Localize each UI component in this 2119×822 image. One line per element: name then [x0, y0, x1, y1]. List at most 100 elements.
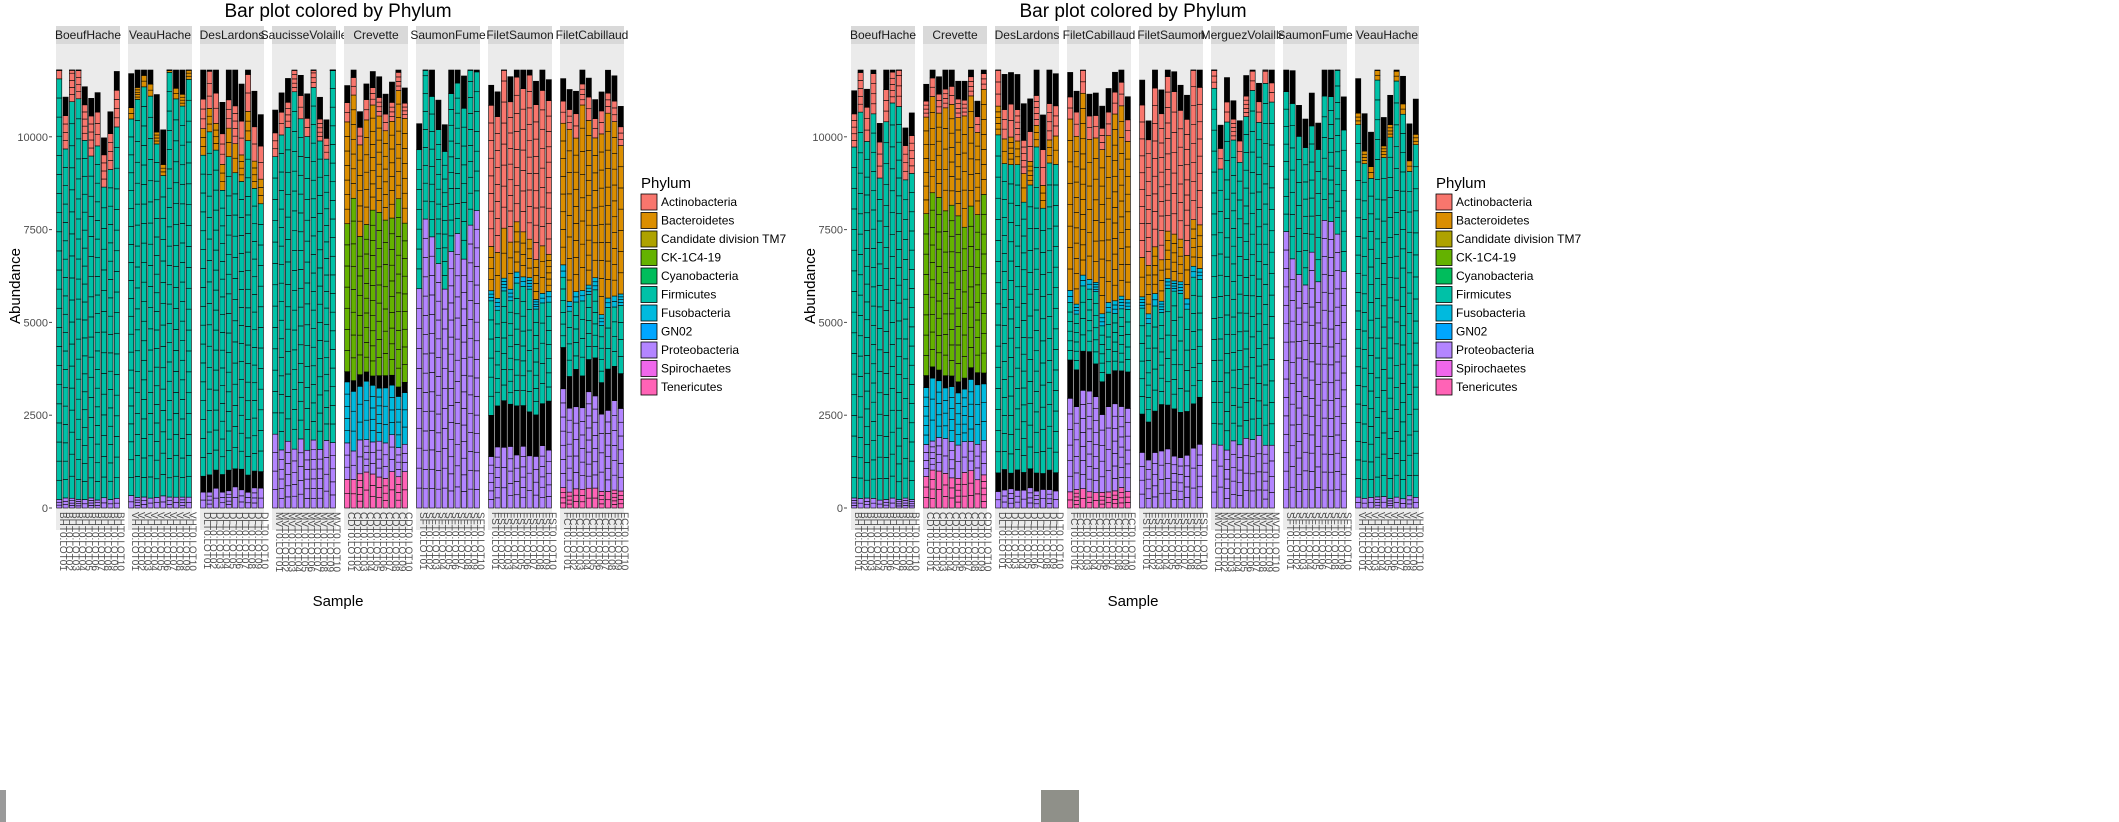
bar-segment	[1243, 103, 1250, 109]
bar-segment	[851, 187, 858, 210]
bar-segment	[942, 473, 949, 486]
bar-segment	[1086, 478, 1093, 493]
bar-segment	[1099, 325, 1106, 336]
bar-segment	[1230, 135, 1237, 141]
bar-segment	[1014, 205, 1021, 226]
bar-segment	[185, 79, 192, 101]
bar-segment	[539, 403, 546, 446]
bar-segment	[310, 254, 317, 274]
bar-segment	[539, 383, 546, 404]
bar-segment	[1230, 210, 1237, 229]
bar-segment	[1406, 252, 1413, 274]
bar-segment	[948, 251, 955, 268]
bar-segment	[1080, 81, 1086, 94]
bar-segment	[1289, 424, 1296, 447]
bar-segment	[1112, 300, 1118, 306]
bar-segment	[344, 405, 351, 419]
facet-strip-label: FiletSaumon	[486, 28, 553, 42]
bar-segment	[883, 89, 890, 101]
bar-segment	[1249, 213, 1256, 235]
bar-segment	[134, 499, 141, 503]
bar-segment	[1014, 115, 1021, 123]
bar-segment	[617, 421, 624, 437]
bar-segment	[467, 451, 474, 471]
bar-segment	[1236, 406, 1243, 427]
bar-segment	[545, 291, 552, 298]
bar-segment	[864, 319, 870, 338]
x-tick-label: VHT0.LOT10	[1413, 512, 1424, 571]
bar-segment	[179, 69, 186, 95]
bar-segment	[579, 127, 586, 152]
bar-segment	[942, 69, 949, 90]
bar-segment	[107, 151, 114, 161]
bar-segment	[1308, 233, 1315, 253]
bar-segment	[948, 450, 955, 461]
bar-segment	[304, 198, 311, 221]
bar-segment	[513, 359, 520, 376]
bar-segment	[173, 69, 179, 89]
facet-strip-label: DesLardons	[995, 28, 1060, 42]
bar-segment	[1033, 268, 1040, 290]
bar-segment	[376, 449, 383, 460]
bar-segment	[896, 141, 902, 161]
bar-segment	[968, 460, 974, 472]
bar-segment	[1374, 79, 1381, 101]
bar-segment	[507, 296, 514, 302]
bar-segment	[429, 488, 435, 509]
bar-segment	[1171, 213, 1178, 235]
bar-segment	[520, 108, 527, 130]
bar-segment	[1236, 425, 1243, 446]
bar-segment	[225, 254, 232, 275]
bar-segment	[461, 424, 467, 442]
bar-segment	[454, 173, 461, 189]
bar-segment	[974, 266, 981, 286]
bar-segment	[238, 307, 245, 326]
bar-segment	[974, 116, 981, 125]
bar-segment	[1302, 250, 1309, 269]
x-tick-label: MVT0.LOT10	[1269, 512, 1280, 572]
bar-segment	[1340, 355, 1347, 374]
bar-segment	[896, 159, 902, 179]
bar-segment	[310, 217, 317, 237]
bar-segment	[1236, 140, 1243, 152]
bar-segment	[579, 243, 586, 268]
bar-segment	[1289, 466, 1296, 488]
bar-segment	[566, 301, 573, 307]
bar-segment	[329, 468, 336, 483]
bar-segment	[1400, 75, 1406, 105]
bar-segment	[1145, 209, 1152, 224]
bar-segment	[883, 415, 890, 437]
bar-segment	[1118, 216, 1125, 234]
bar-segment	[113, 108, 120, 119]
bar-segment	[1073, 422, 1080, 441]
bar-segment	[225, 156, 232, 177]
bar-segment	[200, 381, 207, 401]
bar-segment	[1262, 444, 1269, 455]
bar-segment	[1412, 232, 1419, 256]
bar-segment	[401, 426, 408, 445]
bar-segment	[1033, 113, 1040, 120]
bar-segment	[1086, 288, 1093, 300]
bar-segment	[1139, 206, 1146, 224]
bar-segment	[134, 89, 141, 93]
bar-segment	[448, 219, 455, 237]
bar-segment	[62, 313, 69, 333]
bar-segment	[1027, 293, 1034, 317]
bar-segment	[1256, 296, 1262, 315]
bar-segment	[389, 489, 395, 509]
bar-segment	[1340, 170, 1347, 192]
bar-segment	[585, 427, 592, 441]
bar-segment	[1073, 472, 1080, 490]
bar-segment	[870, 103, 877, 115]
bar-segment	[467, 81, 474, 98]
bar-segment	[1230, 440, 1237, 455]
facet-strip-label: FiletSaumon	[1137, 28, 1204, 42]
bar-segment	[62, 332, 69, 352]
bar-segment	[1184, 179, 1190, 196]
bar-segment	[1268, 273, 1275, 296]
bar-segment	[955, 423, 962, 435]
bar-segment	[1139, 223, 1146, 241]
bar-segment	[936, 126, 942, 142]
bar-segment	[1393, 343, 1400, 367]
bar-segment	[1164, 478, 1171, 494]
